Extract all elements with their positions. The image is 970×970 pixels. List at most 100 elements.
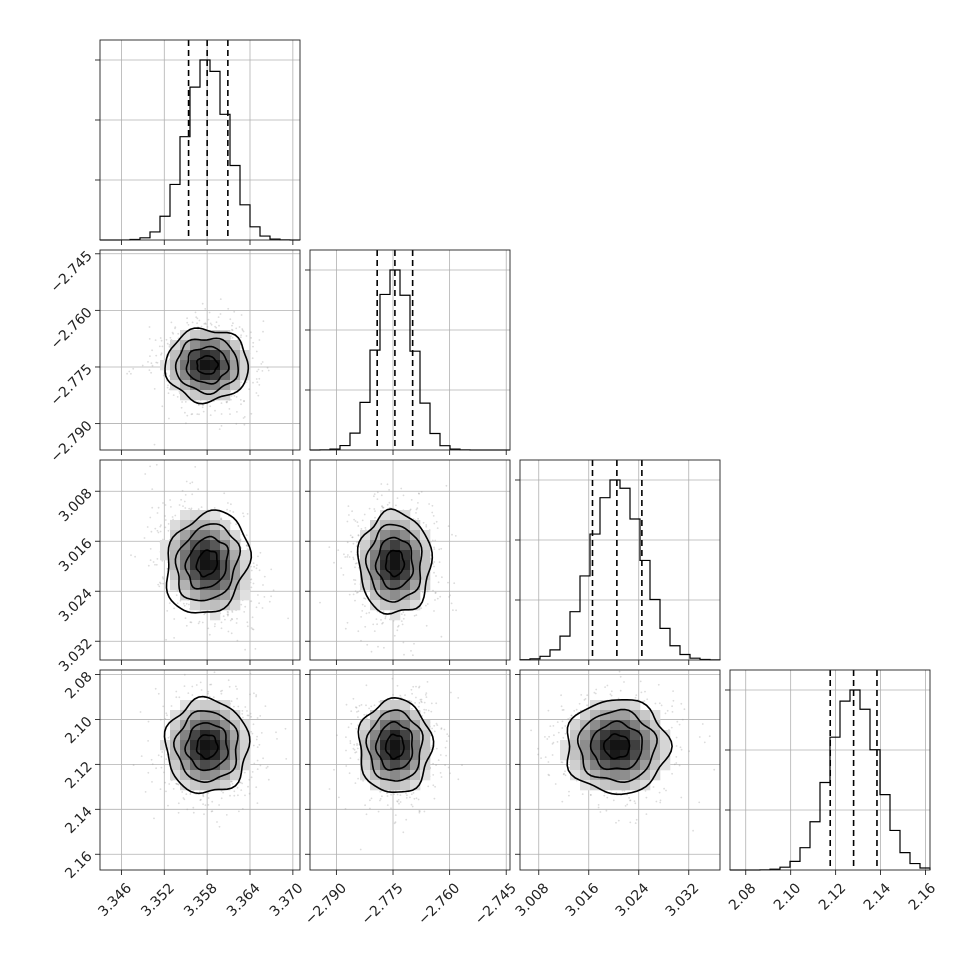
scatter-point [396,684,399,687]
scatter-point [140,755,143,757]
scatter-point [384,617,387,620]
scatter-point [151,763,154,766]
contour-level-1 [374,536,415,590]
scatter-point [231,336,234,339]
scatter-point [355,562,358,565]
scatter-point [433,797,436,800]
scatter-point [241,710,244,712]
density-cell [180,570,191,581]
scatter-point [262,757,264,760]
scatter-point [244,794,246,797]
scatter-point [265,767,268,769]
density-cell [380,710,391,721]
scatter-point [360,639,362,642]
contour-level-0 [384,733,405,760]
scatter-point [260,732,263,734]
scatter-point [242,716,244,719]
density-cell [200,380,211,391]
scatter-point [154,339,157,341]
density-cell [240,560,251,571]
density-cell [180,350,191,361]
scatter-point [178,696,181,699]
density-cell [410,580,421,591]
scatter-point [144,791,147,793]
scatter-point [431,504,434,507]
density-cell [170,710,181,721]
density-cell [210,710,221,721]
scatter-point [452,609,454,611]
density-cell [400,750,411,761]
density-cell [210,590,221,601]
scatter-point [189,621,192,624]
scatter-point [231,618,234,621]
scatter-point [211,800,214,803]
density-cell [380,540,391,551]
scatter-point [239,399,242,401]
density-cell [240,760,251,771]
density-cell [170,760,181,771]
density-cell [220,340,231,351]
scatter-point [182,797,185,799]
density-cell [190,720,201,731]
scatter-point [196,413,199,415]
scatter-point [417,798,420,801]
density-cell [400,560,411,571]
density-cell [400,590,411,601]
scatter-point [175,594,178,597]
scatter-point [151,364,154,367]
scatter-point [432,774,435,776]
scatter-point [358,704,361,707]
scatter-point [388,489,390,491]
scatter-point [199,681,202,684]
scatter-point [141,364,144,367]
scatter-point [374,510,376,512]
density-cell [380,730,391,741]
scatter-point [211,810,214,812]
scatter-point [235,327,238,330]
density-cell [400,520,411,531]
scatter-point [159,718,162,721]
scatter-point [266,366,269,369]
contour-level-1 [374,721,414,771]
scatter-point [220,690,222,693]
density-cell [190,530,201,541]
scatter-point [256,370,258,373]
scatter-point [357,758,360,761]
density-cell [370,710,381,721]
scatter-point [229,794,231,797]
density-cell [170,750,181,761]
scatter-point [148,326,151,328]
scatter-point [454,535,457,537]
scatter-point [164,526,167,529]
scatter-point [160,766,163,769]
scatter-point [165,758,168,760]
scatter-point [194,311,197,314]
scatter-point [256,717,259,719]
scatter-point [168,602,171,604]
scatter-point [366,643,369,646]
scatter-point [156,361,159,364]
scatter-point [264,705,267,707]
scatter-point [149,355,151,357]
scatter-point [170,506,172,508]
scatter-point [207,690,210,693]
density-cell [410,760,421,771]
scatter-point [231,780,233,783]
scatter-point [370,650,373,653]
density-cell [230,740,241,751]
scatter-point [200,689,203,691]
scatter-point [346,520,349,523]
scatter-point [240,334,243,337]
scatter-point [250,578,253,581]
scatter-point [151,506,154,509]
density-cell [370,760,381,771]
scatter-point [399,801,402,803]
scatter-point [368,707,370,710]
scatter-point [354,562,357,565]
density-cell [190,560,201,571]
density-cell [370,600,381,611]
scatter-point [242,512,244,515]
density-cell [200,600,211,611]
scatter-point [354,599,356,602]
density-cell [200,510,211,521]
